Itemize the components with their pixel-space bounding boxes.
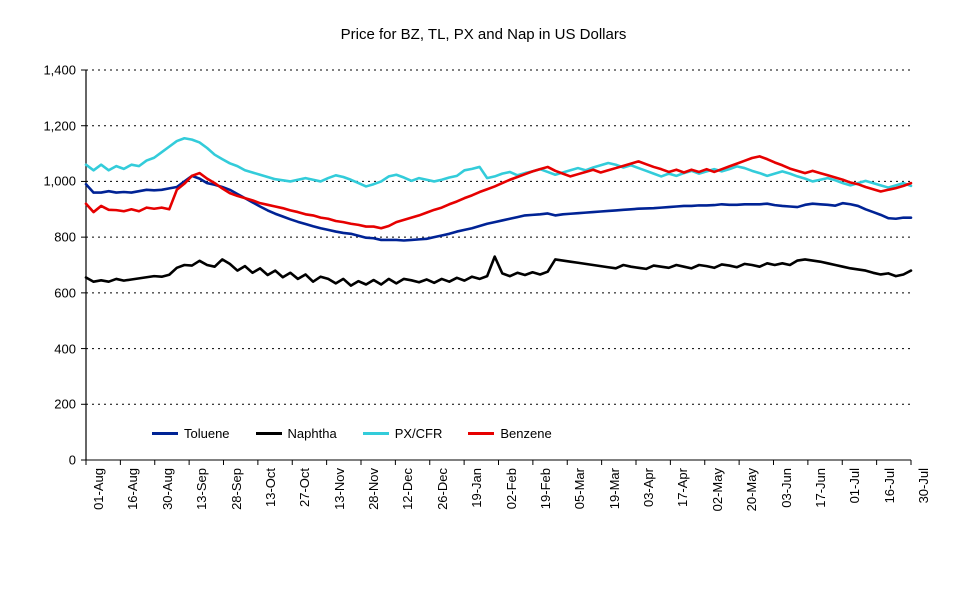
x-axis-label: 30-Jul <box>916 468 931 503</box>
y-axis-label: 1,200 <box>43 118 76 133</box>
legend-swatch <box>468 432 494 435</box>
x-axis-label: 05-Mar <box>572 468 587 509</box>
y-axis-label: 1,400 <box>43 63 76 78</box>
x-axis-label: 02-May <box>710 468 725 511</box>
x-axis-label: 20-May <box>744 468 759 511</box>
y-axis-label: 0 <box>69 453 76 468</box>
legend-item: Toluene <box>152 426 230 441</box>
x-axis-label: 27-Oct <box>297 468 312 507</box>
x-axis-label: 01-Jul <box>847 468 862 503</box>
legend-item: Benzene <box>468 426 551 441</box>
x-axis-label: 28-Nov <box>366 468 381 510</box>
legend-swatch <box>152 432 178 435</box>
legend: Toluene Naphtha PX/CFR Benzene <box>146 424 584 443</box>
x-axis-label: 30-Aug <box>160 468 175 510</box>
x-axis-label: 13-Nov <box>332 468 347 510</box>
legend-label: Toluene <box>184 426 230 441</box>
chart-container: Price for BZ, TL, PX and Nap in US Dolla… <box>0 0 967 589</box>
plot-area <box>86 70 913 470</box>
chart-title: Price for BZ, TL, PX and Nap in US Dolla… <box>0 26 967 43</box>
x-axis-label: 17-Apr <box>675 468 690 507</box>
x-axis-label: 28-Sep <box>229 468 244 510</box>
legend-item: PX/CFR <box>363 426 443 441</box>
y-axis-label: 600 <box>54 285 76 300</box>
x-axis-label: 16-Jul <box>882 468 897 503</box>
legend-label: Naphtha <box>288 426 337 441</box>
x-axis-label: 19-Jan <box>469 468 484 508</box>
x-axis-label: 12-Dec <box>400 468 415 510</box>
legend-item: Naphtha <box>256 426 337 441</box>
x-axis-label: 13-Oct <box>263 468 278 507</box>
y-axis-label: 200 <box>54 397 76 412</box>
x-axis-label: 01-Aug <box>91 468 106 510</box>
y-axis-labels: 02004006008001,0001,2001,400 <box>0 70 76 460</box>
legend-label: PX/CFR <box>395 426 443 441</box>
series-benzene <box>86 156 911 228</box>
y-axis-label: 400 <box>54 341 76 356</box>
x-axis-label: 26-Dec <box>435 468 450 510</box>
x-axis-label: 19-Feb <box>538 468 553 509</box>
x-axis-label: 03-Jun <box>779 468 794 508</box>
x-axis-label: 03-Apr <box>641 468 656 507</box>
x-axis-label: 02-Feb <box>504 468 519 509</box>
legend-swatch <box>256 432 282 435</box>
x-axis-label: 16-Aug <box>125 468 140 510</box>
y-axis-label: 1,000 <box>43 174 76 189</box>
series-naphtha <box>86 257 911 286</box>
x-axis-label: 17-Jun <box>813 468 828 508</box>
x-axis-labels: 01-Aug 16-Aug 30-Aug 13-Sep 28-Sep 13-Oct 27-O… <box>86 468 911 588</box>
x-axis-label: 13-Sep <box>194 468 209 510</box>
x-axis-label: 19-Mar <box>607 468 622 509</box>
legend-swatch <box>363 432 389 435</box>
y-axis-label: 800 <box>54 230 76 245</box>
legend-label: Benzene <box>500 426 551 441</box>
